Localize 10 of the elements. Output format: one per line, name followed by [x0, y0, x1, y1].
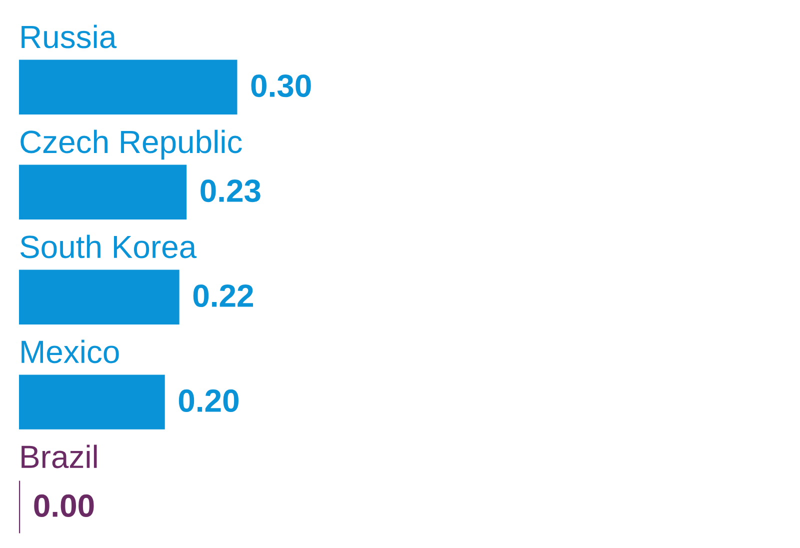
y-tick-label: South Korea [20, 234, 197, 258]
data-label: 0.22 [193, 284, 253, 308]
data-label: 0.20 [178, 389, 238, 412]
y-tick-label: Czech Republic [20, 130, 242, 160]
y-tick-label: Russia [22, 24, 117, 48]
y-tick-label: Brazil [22, 444, 97, 468]
data-label: 0.00 [34, 494, 94, 518]
y-tick-label: Mexico [22, 340, 119, 364]
data-label: 0.23 [200, 179, 260, 202]
data-label: 0.30 [251, 74, 311, 98]
